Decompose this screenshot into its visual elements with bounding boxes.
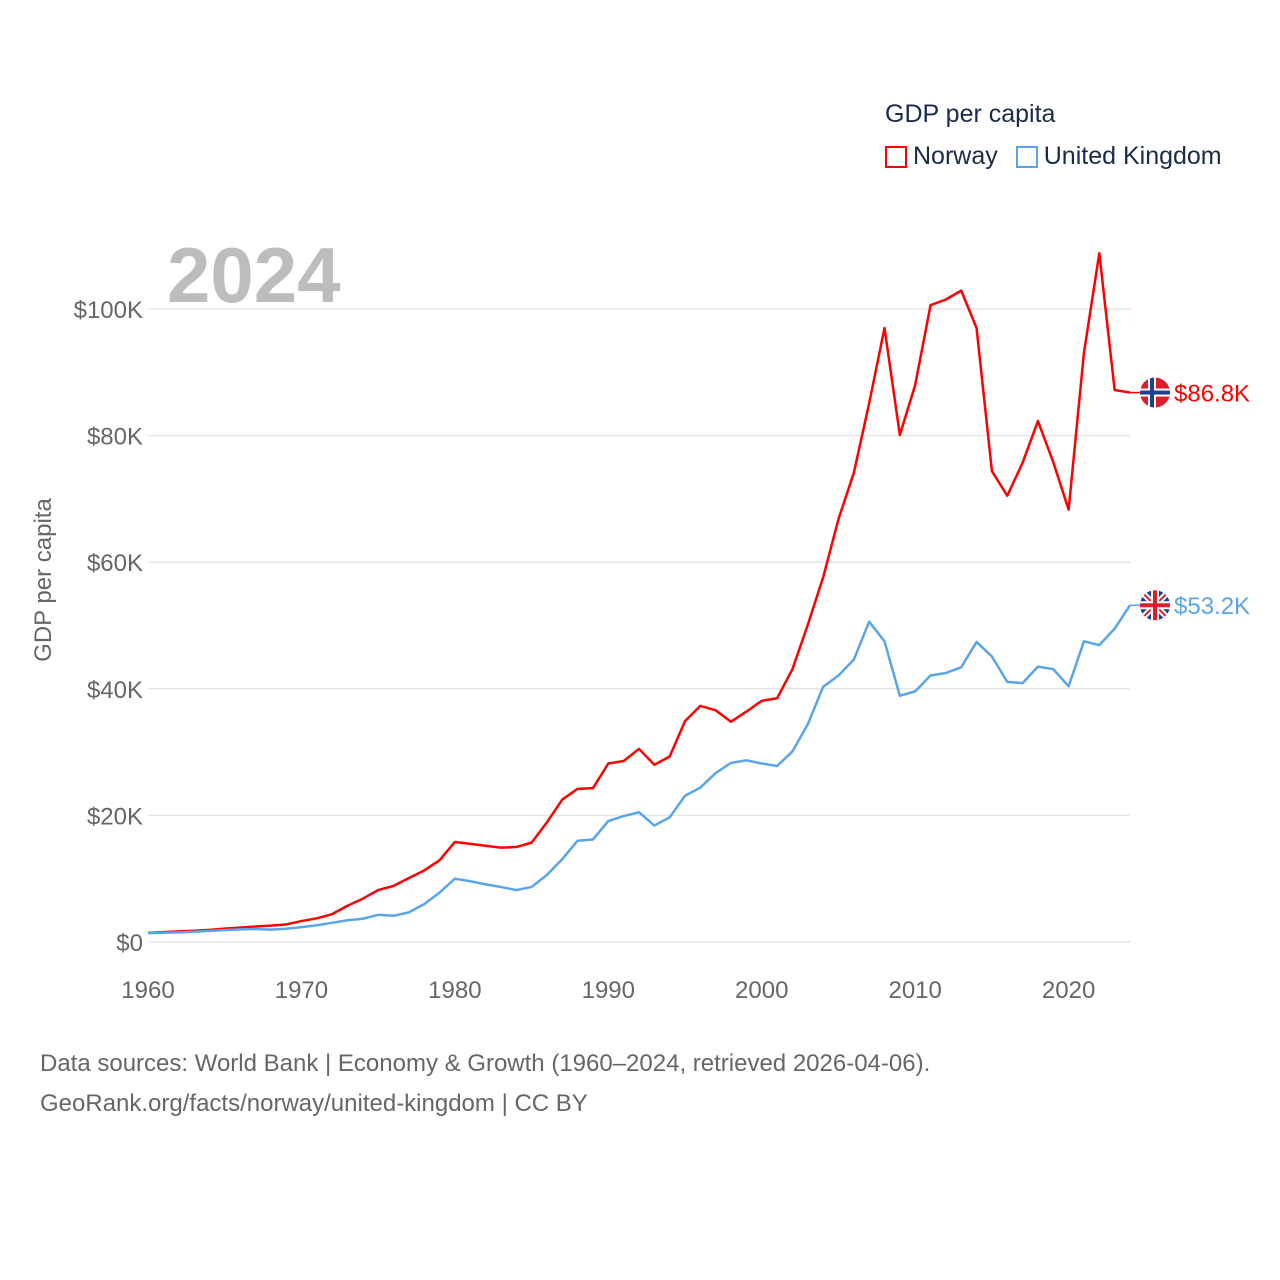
y-axis-label: GDP per capita xyxy=(30,498,57,662)
end-labels: $86.8K $53.2K xyxy=(1130,377,1250,621)
x-tick-label: 2010 xyxy=(888,977,941,1004)
end-value-label: $53.2K xyxy=(1174,593,1250,620)
footer: Data sources: World Bank | Economy & Gro… xyxy=(40,1044,930,1124)
y-tick-label: $40K xyxy=(87,677,143,704)
y-tick-label: $60K xyxy=(87,550,143,577)
x-tick-label: 2000 xyxy=(735,977,788,1004)
year-label: 2024 xyxy=(167,231,341,319)
data-source-text: Data sources: World Bank | Economy & Gro… xyxy=(40,1050,931,1077)
y-tick-label: $100K xyxy=(74,297,143,324)
attribution-link[interactable]: GeoRank.org/facts/norway/united-kingdom … xyxy=(40,1090,588,1117)
gridlines xyxy=(148,308,1130,943)
legend-swatch-norway xyxy=(885,145,907,168)
legend-label-united-kingdom: United Kingdom xyxy=(1043,142,1222,170)
y-axis-ticks: $0 $20K $40K $60K $80K $100K xyxy=(74,297,143,957)
x-tick-label: 1960 xyxy=(121,977,174,1004)
x-tick-label: 1970 xyxy=(275,977,328,1004)
y-tick-label: $20K xyxy=(87,803,143,830)
legend-item-united-kingdom[interactable]: United Kingdom xyxy=(1015,142,1222,171)
x-tick-label: 1990 xyxy=(582,977,635,1004)
series-line-united-kingdom xyxy=(147,604,1132,935)
x-tick-label: 2020 xyxy=(1042,977,1095,1004)
end-value-label: $86.8K xyxy=(1174,381,1250,408)
legend-item-norway[interactable]: Norway xyxy=(885,142,998,171)
series-lines xyxy=(147,252,1132,935)
legend: Norway United Kingdom xyxy=(885,142,1222,171)
legend-swatch-united-kingdom xyxy=(1015,145,1038,168)
norway-flag-icon xyxy=(1140,377,1170,408)
y-tick-label: $0 xyxy=(116,930,143,957)
line-chart: 2024 $0 $20K $40K $60K $80K $100K 1960 1970 198… xyxy=(30,231,1250,1004)
legend-label-norway: Norway xyxy=(913,142,998,170)
y-tick-label: $80K xyxy=(87,424,143,451)
series-line-norway xyxy=(147,252,1131,935)
x-axis-ticks: 1960 1970 1980 1990 2000 2010 2020 xyxy=(121,977,1095,1004)
uk-flag-icon xyxy=(1140,590,1170,621)
legend-title: GDP per capita xyxy=(885,100,1056,128)
x-tick-label: 1980 xyxy=(428,977,481,1004)
